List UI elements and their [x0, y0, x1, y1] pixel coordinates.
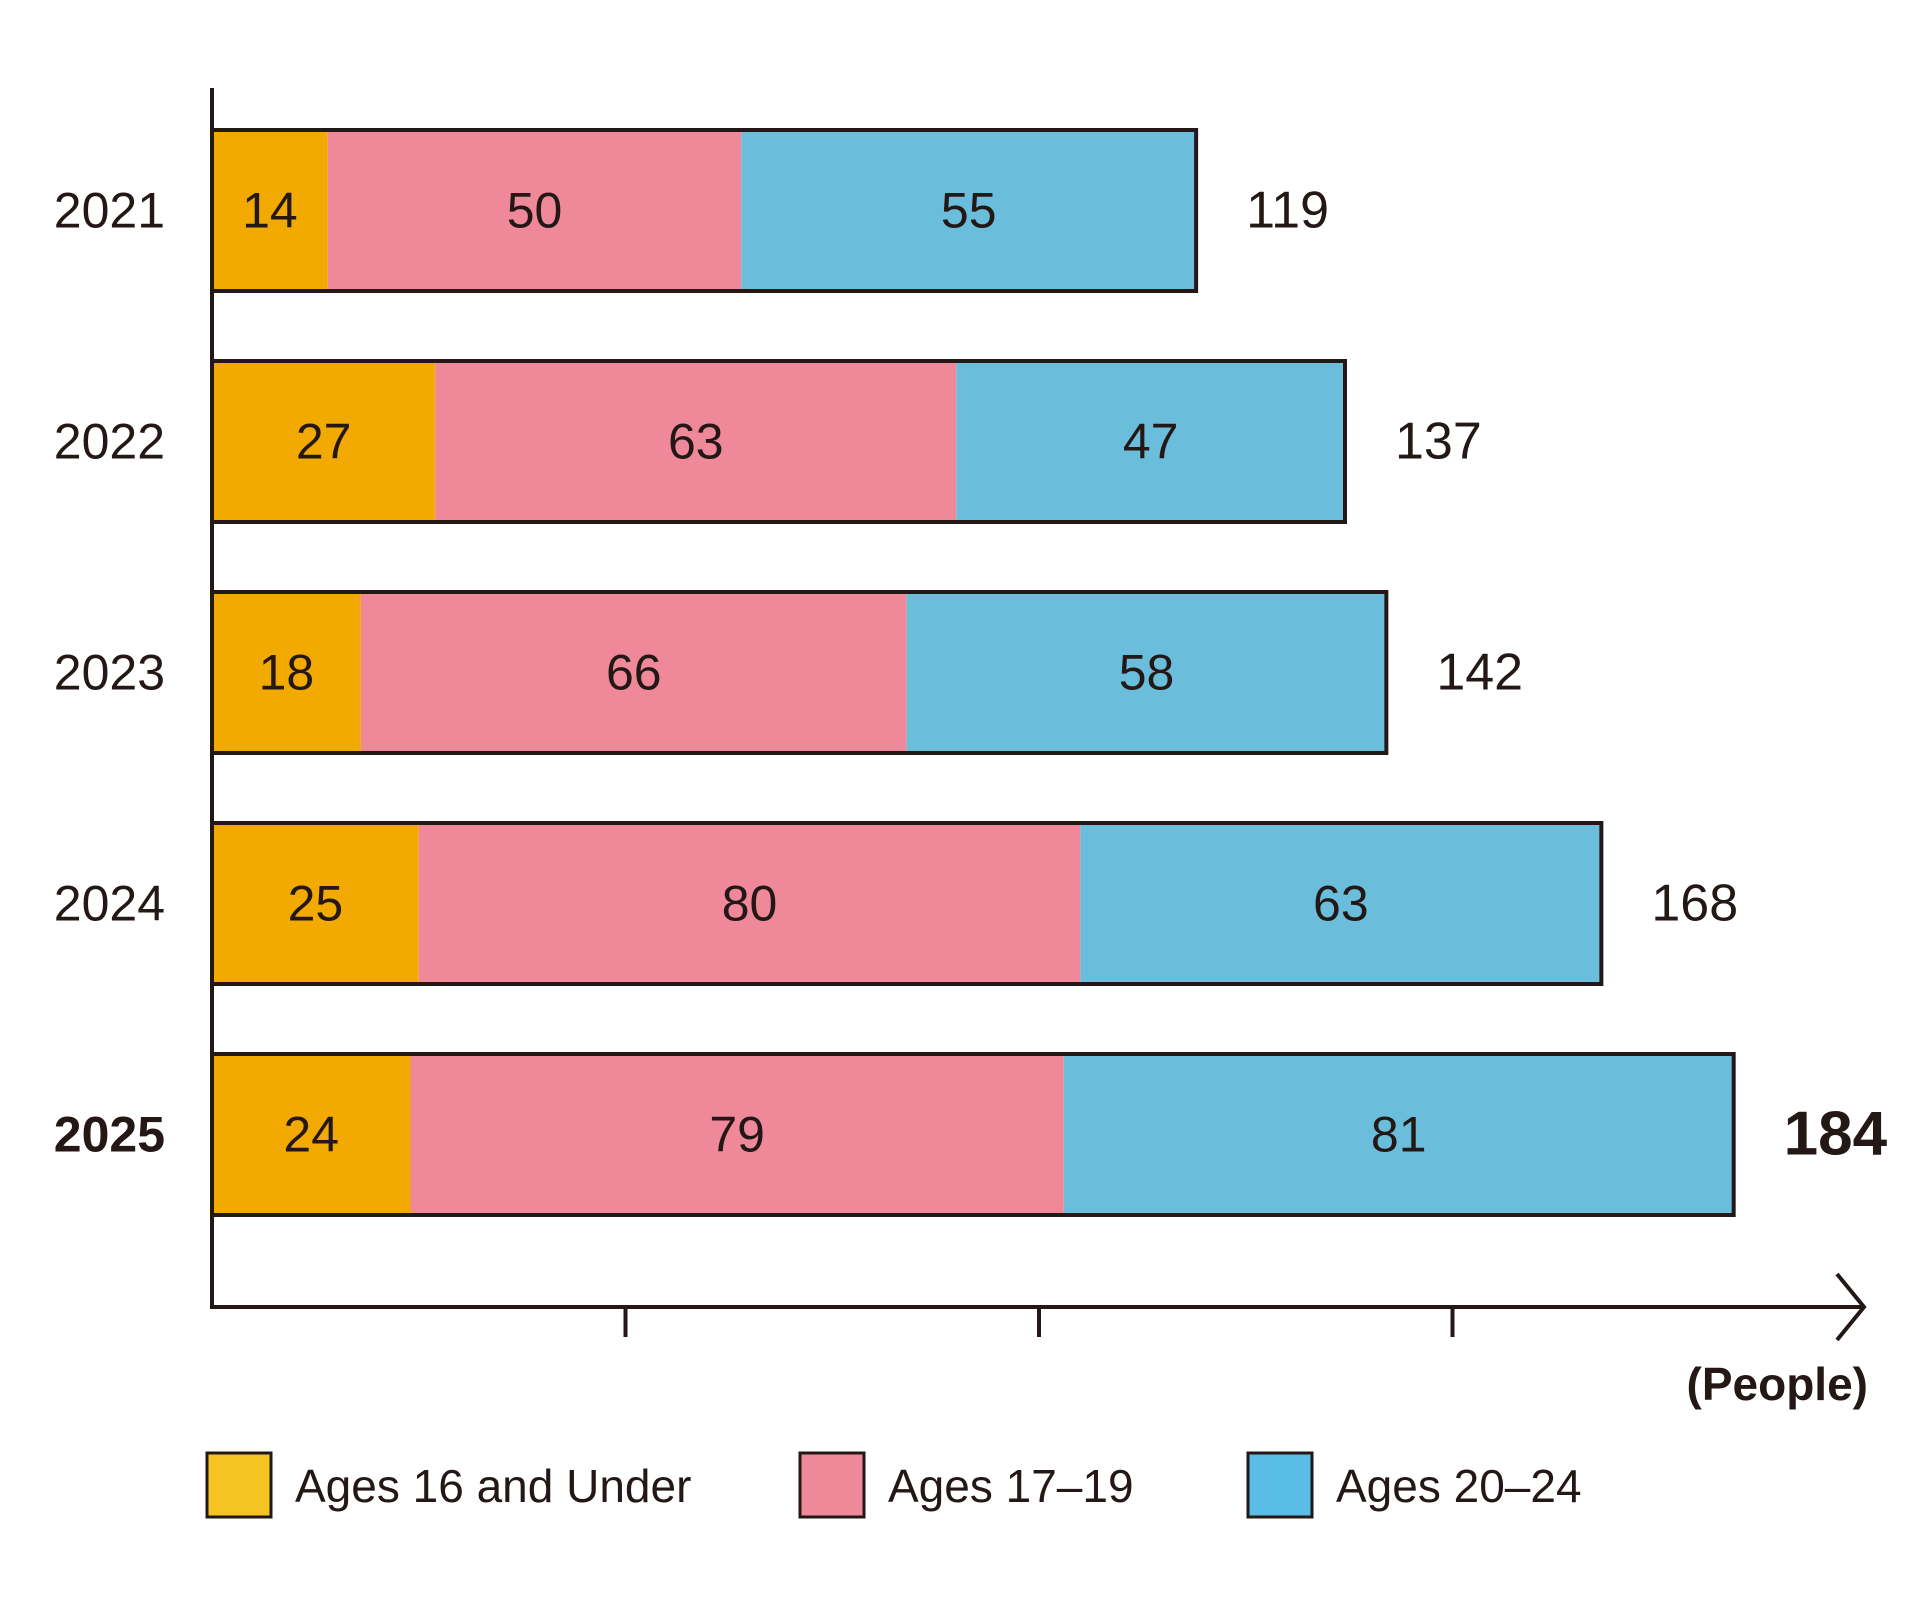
total-label-2024: 168: [1651, 875, 1738, 933]
legend-swatch-3: [1246, 1451, 1314, 1519]
bar-2022-segment-1: [212, 361, 436, 522]
bar-2025-segment-3: [1063, 1054, 1734, 1215]
category-label-2021: 2021: [54, 183, 165, 239]
bar-2024-segment-2: [418, 823, 1081, 984]
bar-2024-segment-2-value: 80: [722, 876, 778, 932]
total-label-2022: 137: [1395, 413, 1482, 471]
category-label-2024: 2024: [54, 876, 165, 932]
category-label-2023: 2023: [54, 645, 165, 701]
bar-2024-segment-3-value: 63: [1313, 876, 1369, 932]
total-label-2021: 119: [1246, 182, 1329, 240]
labels-layer: 14 50 55 2021 119 27 63 47 2022 137 18 66 58 2023 142 2…: [54, 182, 1888, 1169]
bar-2022-segment-2-value: 63: [668, 414, 724, 470]
total-label-2025: 184: [1784, 1100, 1888, 1169]
x-axis-arrow: [1835, 1272, 1867, 1342]
bar-2025-segment-1: [212, 1054, 411, 1215]
bar-2023-segment-3: [906, 592, 1387, 753]
bar-2023-segment-1-value: 18: [259, 645, 315, 701]
bar-2025-segment-2: [410, 1054, 1064, 1215]
bar-2022-segment-3-value: 47: [1123, 414, 1179, 470]
bar-2022-segment-2: [435, 361, 957, 522]
bar-2025-segment-1-value: 24: [283, 1107, 339, 1163]
legend-swatch-2: [798, 1451, 866, 1519]
bar-2025-segment-2-value: 79: [709, 1107, 765, 1163]
x-axis-unit-label: (People): [1687, 1358, 1868, 1410]
category-label-2025: 2025: [54, 1107, 165, 1163]
total-label-2023: 142: [1436, 644, 1523, 702]
legend-label-3: Ages 20–24: [1336, 1460, 1582, 1512]
legend-label-1: Ages 16 and Under: [295, 1460, 691, 1512]
bar-2023-segment-1: [212, 592, 361, 753]
legend: Ages 16 and Under Ages 17–19 Ages 20–24: [205, 1451, 1582, 1519]
bar-2024-segment-1: [212, 823, 419, 984]
category-label-2022: 2022: [54, 414, 165, 470]
bar-2023-segment-3-value: 58: [1119, 645, 1175, 701]
bar-2023-segment-2: [360, 592, 907, 753]
axis-layer: [210, 88, 1867, 1342]
bar-2021-segment-2-value: 50: [507, 183, 563, 239]
bars-layer: [210, 128, 1736, 1217]
bar-2024-segment-3: [1080, 823, 1602, 984]
bar-2022-segment-1-value: 27: [296, 414, 352, 470]
bar-2021-segment-3-value: 55: [941, 183, 997, 239]
legend-label-2: Ages 17–19: [888, 1460, 1134, 1512]
bar-2025-segment-3-value: 81: [1371, 1107, 1427, 1163]
bar-2021-segment-3: [741, 130, 1197, 291]
bar-2021-segment-1: [212, 130, 328, 291]
legend-swatch-1: [205, 1451, 273, 1519]
bar-2021-segment-2: [327, 130, 742, 291]
bar-2022-segment-3: [956, 361, 1345, 522]
bar-2023-segment-2-value: 66: [606, 645, 662, 701]
bar-2021-segment-1-value: 14: [242, 183, 298, 239]
bar-2024-segment-1-value: 25: [288, 876, 344, 932]
